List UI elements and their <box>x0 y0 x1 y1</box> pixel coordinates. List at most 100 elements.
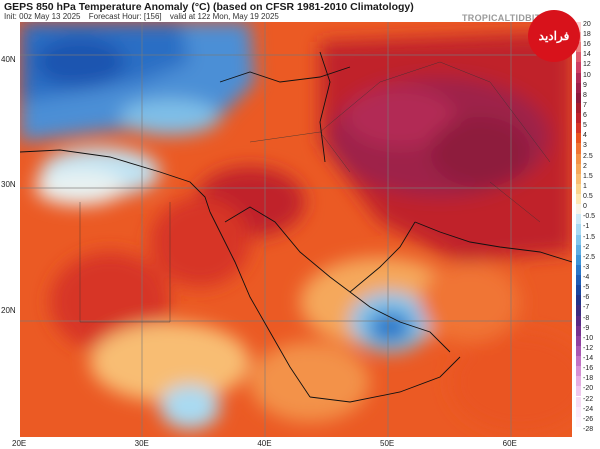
colorbar-swatch <box>576 275 581 286</box>
colorbar-label: 18 <box>583 31 591 39</box>
colorbar-swatch <box>576 113 581 124</box>
colorbar-label: -20 <box>583 385 594 393</box>
colorbar-swatch <box>576 295 581 306</box>
colorbar-level: 14 <box>576 51 598 63</box>
colorbar-swatch <box>576 133 581 144</box>
colorbar-swatch <box>576 204 581 215</box>
colorbar-label: 1 <box>583 182 587 190</box>
lon-label-60e: 60E <box>502 439 517 448</box>
colorbar-level: 2.5 <box>576 152 598 164</box>
colorbar-level: -9 <box>576 324 598 336</box>
anomaly-map-svg <box>20 22 572 437</box>
colorbar-level: 12 <box>576 61 598 73</box>
colorbar-label: -24 <box>583 405 594 413</box>
forecast-hour: Forecast Hour: [156] <box>88 12 162 21</box>
colorbar-swatch <box>576 416 581 427</box>
colorbar-label: -1 <box>583 223 590 231</box>
colorbar-swatch <box>576 123 581 134</box>
colorbar-label: 0 <box>583 203 587 211</box>
colorbar-swatch <box>576 325 581 336</box>
colorbar-level: 1 <box>576 182 598 195</box>
colorbar-label: 14 <box>583 51 591 59</box>
colorbar-label: 4 <box>583 132 587 140</box>
colorbar-swatch <box>576 345 581 356</box>
borders <box>79 61 551 323</box>
colorbar-swatch <box>576 406 581 417</box>
colorbar-label: 0.5 <box>583 193 593 201</box>
colorbar-swatch <box>576 52 581 63</box>
colorbar-label: -22 <box>583 395 594 403</box>
colorbar-swatch <box>576 396 581 407</box>
colorbar-level: 0.5 <box>576 193 598 205</box>
colorbar-label: 7 <box>583 101 587 109</box>
colorbar-level: 7 <box>576 101 598 114</box>
colorbar-label: 3 <box>583 142 587 150</box>
colorbar-level: -28 <box>576 425 598 437</box>
colorbar-level: -18 <box>576 375 598 387</box>
colorbar-swatch <box>576 234 581 245</box>
colorbar-level: -8 <box>576 315 598 326</box>
colorbar-level: 3 <box>576 142 598 154</box>
lon-label-20e: 20E <box>12 439 27 448</box>
colorbar-label: 10 <box>583 71 591 79</box>
colorbar-label: 12 <box>583 61 591 69</box>
colorbar-level: -2 <box>576 243 598 255</box>
colorbar-swatch <box>576 254 581 265</box>
colorbar-label: -28 <box>583 425 594 433</box>
colorbar-level: -20 <box>576 385 598 397</box>
colorbar-label: -10 <box>583 334 594 342</box>
colorbar-swatch <box>576 92 581 103</box>
coastlines <box>20 51 572 403</box>
colorbar-swatch <box>576 264 581 276</box>
map-header: GEPS 850 hPa Temperature Anomaly (°C) (b… <box>0 0 600 23</box>
colorbar-swatch <box>576 315 581 326</box>
colorbar-level: -12 <box>576 344 598 356</box>
init-time: Init: 00z May 13 2025 <box>4 12 81 21</box>
colorbar-label: -9 <box>583 324 590 332</box>
graticule <box>20 22 572 437</box>
colorbar-swatch <box>576 62 581 73</box>
colorbar-swatch <box>576 285 581 296</box>
colorbar-swatch <box>576 72 581 83</box>
colorbar-level: -1.5 <box>576 233 598 245</box>
lon-label-50e: 50E <box>380 439 395 448</box>
colorbar-label: -2.5 <box>583 253 596 261</box>
colorbar-level: -22 <box>576 395 598 407</box>
colorbar-label: 2.5 <box>583 152 593 160</box>
brand-watermark: TROPICALTIDBITS <box>462 13 547 23</box>
colorbar-level: 5 <box>576 122 598 134</box>
colorbar-swatch <box>576 426 581 437</box>
colorbar-swatch <box>576 224 581 235</box>
colorbar-label: 20 <box>583 21 591 28</box>
colorbar-swatch <box>576 356 581 367</box>
colorbar-level: 1.5 <box>576 172 598 184</box>
colorbar-swatch <box>576 183 581 195</box>
colorbar: 20 18 16 14 12 10 9 8 7 6 5 4 3 2.5 2 1.5 1 0.5 0 -0.5 -1 -1.… <box>576 21 598 437</box>
colorbar-level: -4 <box>576 274 598 286</box>
colorbar-label: -16 <box>583 365 594 373</box>
lat-label-20n: 20N <box>1 306 16 316</box>
colorbar-level: -5 <box>576 284 598 296</box>
colorbar-label: -6 <box>583 294 590 302</box>
colorbar-label: 16 <box>583 41 591 49</box>
colorbar-label: -5 <box>583 284 590 292</box>
colorbar-label: -26 <box>583 415 594 423</box>
colorbar-label: -12 <box>583 344 594 352</box>
lon-label-40e: 40E <box>257 439 272 448</box>
colorbar-label: 5 <box>583 122 587 130</box>
colorbar-label: -2 <box>583 243 590 251</box>
colorbar-level: 0 <box>576 203 598 215</box>
site-logo: فرادید <box>528 10 580 62</box>
colorbar-label: -1.5 <box>583 233 596 241</box>
colorbar-label: -4 <box>583 274 590 282</box>
colorbar-swatch <box>576 163 581 174</box>
colorbar-level: -3 <box>576 264 598 276</box>
colorbar-label: 1.5 <box>583 172 593 180</box>
colorbar-level: -14 <box>576 355 598 367</box>
colorbar-level: -24 <box>576 405 598 417</box>
colorbar-level: -16 <box>576 365 598 377</box>
colorbar-level: 8 <box>576 92 598 103</box>
lon-label-30e: 30E <box>134 439 149 448</box>
colorbar-label: -7 <box>583 304 590 312</box>
colorbar-level: -1 <box>576 223 598 235</box>
